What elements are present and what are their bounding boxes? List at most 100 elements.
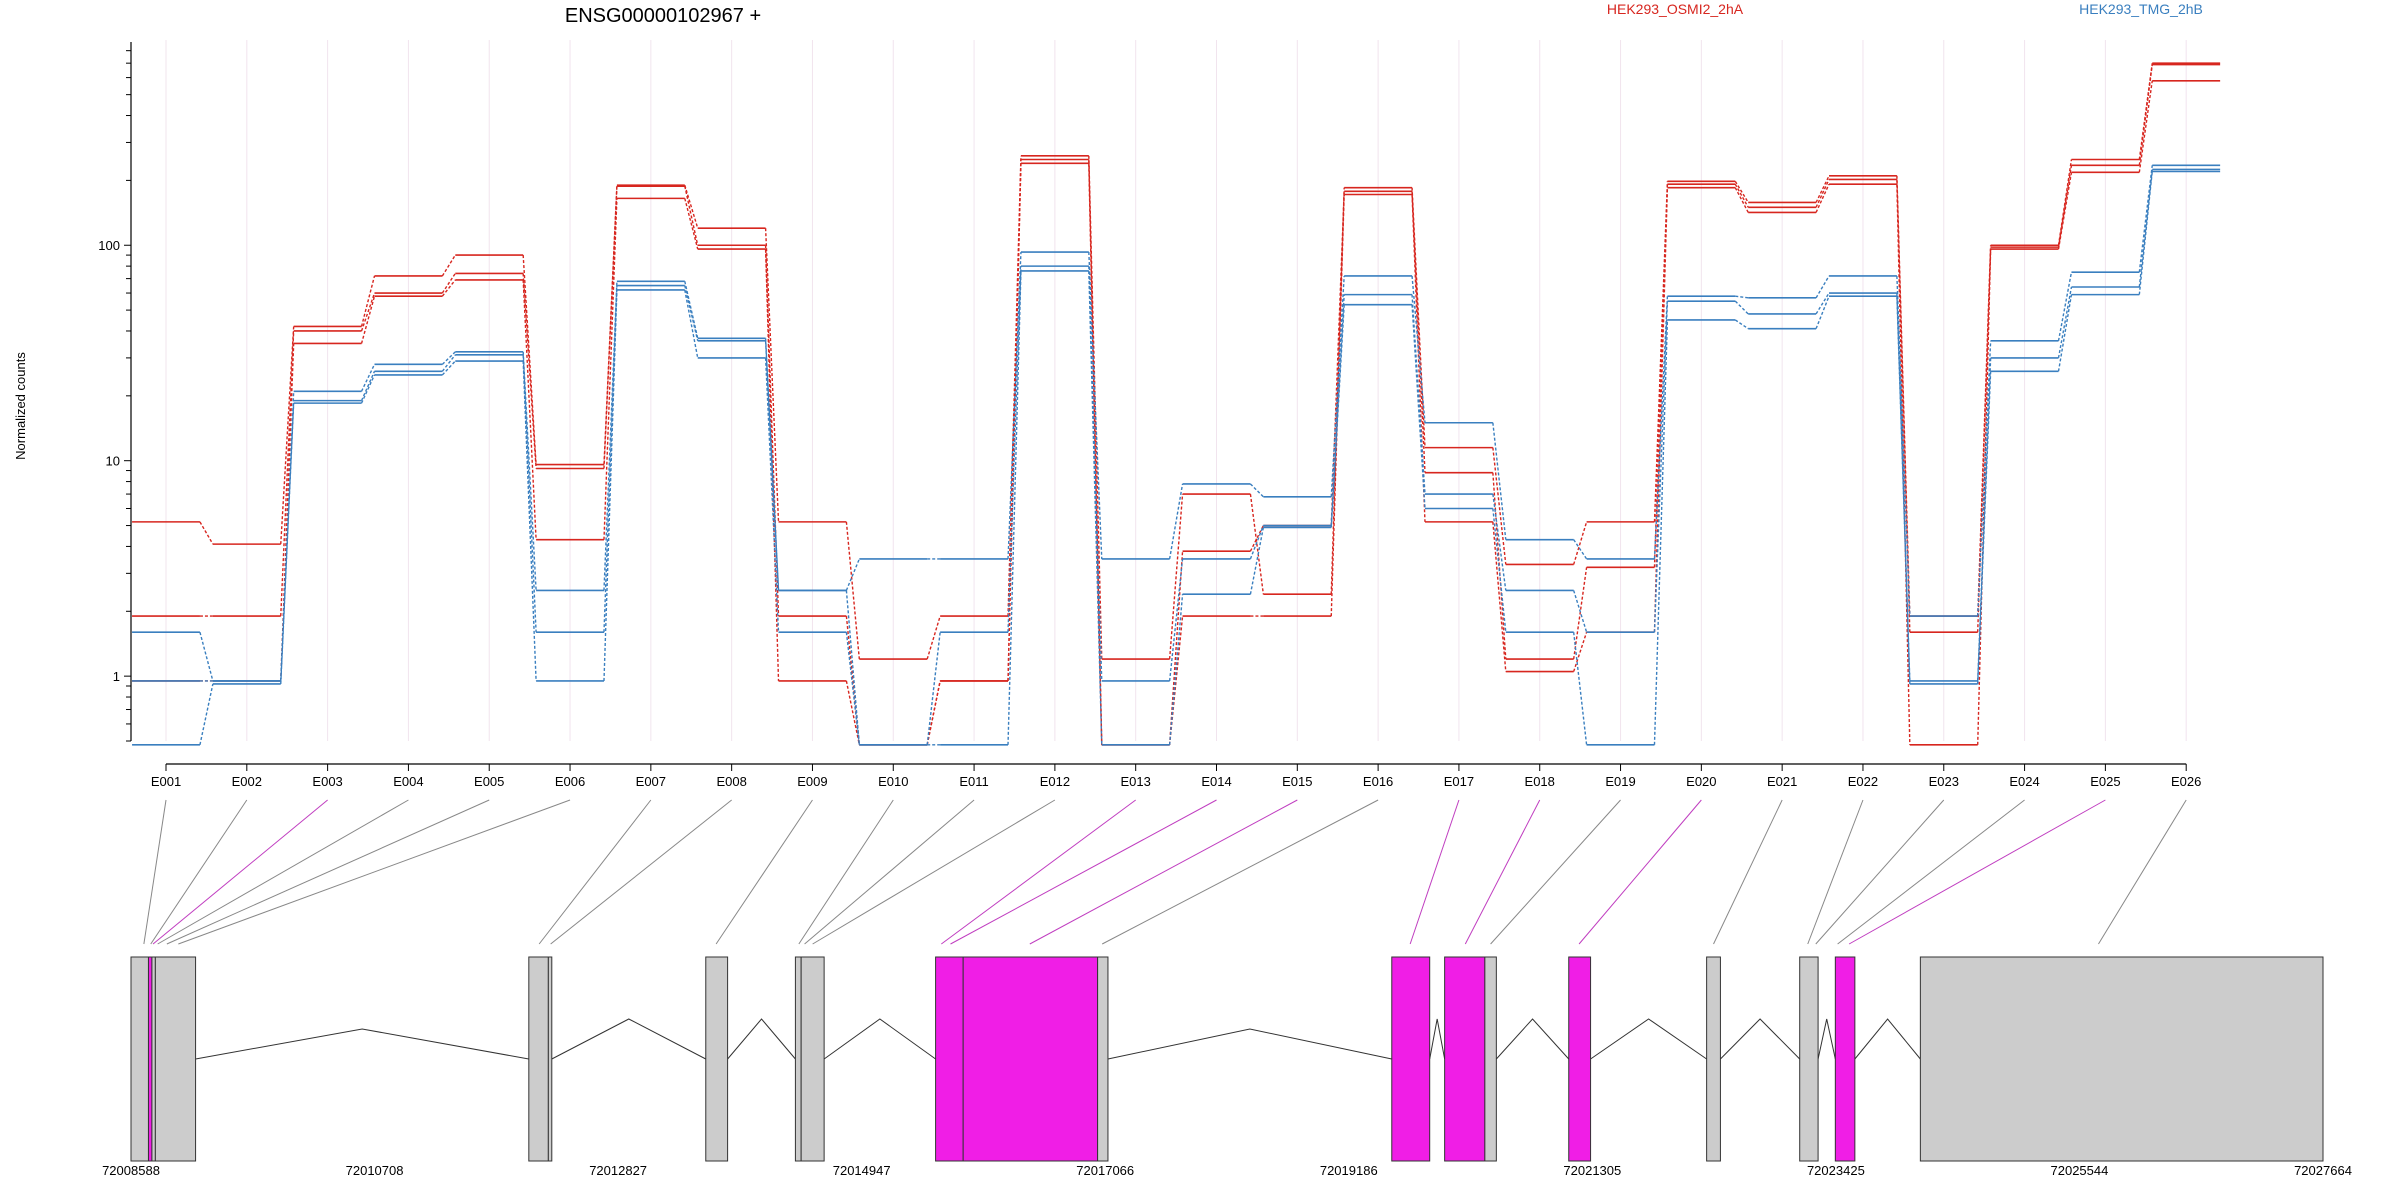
bin-connector [1815, 799, 1945, 945]
series-link [1653, 187, 1669, 633]
genomic-tick-label: 72008588 [102, 1163, 160, 1178]
series-link [926, 632, 941, 745]
x-tick-label: E015 [1282, 774, 1312, 789]
bin-connector [950, 799, 1217, 945]
series-link [603, 285, 618, 633]
intron-line [551, 1018, 707, 1060]
intron-line [727, 1018, 796, 1060]
bin-connector [1837, 799, 2025, 945]
series-link [926, 680, 941, 745]
series-HEK293_TMG_2hB [132, 170, 2221, 746]
exon-block [151, 956, 156, 1162]
intron-line [1429, 1018, 1446, 1060]
series-link [199, 521, 214, 545]
series-link [845, 590, 861, 745]
series-HEK293_OSMI2_2hA [132, 79, 2221, 746]
exon-block [800, 956, 825, 1162]
exon-block [935, 956, 964, 1162]
x-tick-label: E014 [1201, 774, 1231, 789]
series-link [764, 245, 780, 617]
series-link [1168, 616, 1184, 745]
x-tick-label: E001 [151, 774, 181, 789]
intron-line [1854, 1018, 1921, 1060]
bin-connector [538, 799, 652, 945]
series-link [2138, 165, 2153, 273]
series-HEK293_OSMI2_2hA [132, 62, 2221, 660]
series-link [1492, 422, 1507, 540]
x-tick-label: E017 [1444, 774, 1474, 789]
genomic-tick-label: 72012827 [589, 1163, 647, 1178]
genomic-tick-label: 72019186 [1320, 1163, 1378, 1178]
intron-line [1817, 1018, 1836, 1060]
bin-connector [804, 799, 975, 945]
exon-block [130, 956, 149, 1162]
x-tick-label: E021 [1767, 774, 1797, 789]
genomic-axis: 72008588 72010708 72012827 72014947 72017066… [102, 1163, 2352, 1178]
x-tick-label: E023 [1929, 774, 1959, 789]
legend-label-osmi2: HEK293_OSMI2_2hA [1607, 1, 1744, 17]
intron-line [1590, 1018, 1707, 1060]
intron-line [1495, 1018, 1570, 1060]
intron-line [823, 1018, 936, 1060]
series-link [1330, 304, 1345, 528]
genomic-tick-label: 72017066 [1076, 1163, 1134, 1178]
series-link [522, 273, 537, 469]
x-tick-label: E019 [1605, 774, 1635, 789]
series-link [2138, 64, 2153, 166]
series-link [1573, 590, 1588, 633]
chart-title: ENSG00000102967 + [565, 5, 761, 27]
x-tick-label: E026 [2171, 774, 2201, 789]
series-link [1573, 631, 1588, 672]
series-link [280, 400, 295, 681]
series-link [1653, 181, 1669, 522]
series-link [1249, 483, 1264, 498]
series-link [1492, 521, 1507, 672]
x-tick-label: E004 [393, 774, 423, 789]
genomic-tick-label: 72027664 [2294, 1163, 2352, 1178]
series-link [764, 357, 780, 633]
bin-connector [1848, 799, 2106, 945]
exon-block [528, 956, 549, 1162]
x-tick-label: E016 [1363, 774, 1393, 789]
bin-connector [157, 799, 409, 945]
intron-line [1720, 1018, 1801, 1060]
series-link [2057, 172, 2073, 250]
series-link [1815, 292, 1830, 315]
series-link [1088, 266, 1103, 681]
series-link [360, 371, 376, 401]
series-link [522, 279, 537, 540]
x-tick-label: E020 [1686, 774, 1716, 789]
legend-label-tmg: HEK293_TMG_2hB [2079, 1, 2203, 17]
series-HEK293_OSMI2_2hA [132, 63, 2221, 746]
series-link [1330, 275, 1345, 497]
y-tick-label: 1 [113, 669, 120, 684]
x-tick-label: E013 [1121, 774, 1151, 789]
series-link [1977, 340, 1992, 617]
genomic-tick-label: 72025544 [2051, 1163, 2109, 1178]
intron-line [1107, 1028, 1392, 1060]
series-link [441, 360, 456, 376]
series-link [684, 186, 699, 246]
exon-block [1391, 956, 1431, 1162]
series-link [1168, 594, 1184, 745]
series-link [684, 289, 699, 359]
series-link [1249, 527, 1265, 595]
series-link [845, 558, 860, 591]
bin-connector [1490, 799, 1621, 945]
series-link [360, 374, 376, 404]
series-link [603, 186, 618, 469]
genomic-tick-label: 72023425 [1807, 1163, 1865, 1178]
bin-connector [1409, 799, 1460, 945]
series-link [1573, 539, 1588, 560]
series-link [1168, 494, 1184, 660]
series-link [1088, 252, 1103, 559]
series-link [1735, 295, 1749, 299]
series-link [441, 354, 456, 372]
series-link [2138, 80, 2153, 173]
series-link [1492, 472, 1507, 660]
bin-connector [1464, 799, 1541, 945]
series-link [360, 296, 376, 344]
exon-block [1484, 956, 1497, 1162]
exon-block [1919, 956, 2324, 1162]
